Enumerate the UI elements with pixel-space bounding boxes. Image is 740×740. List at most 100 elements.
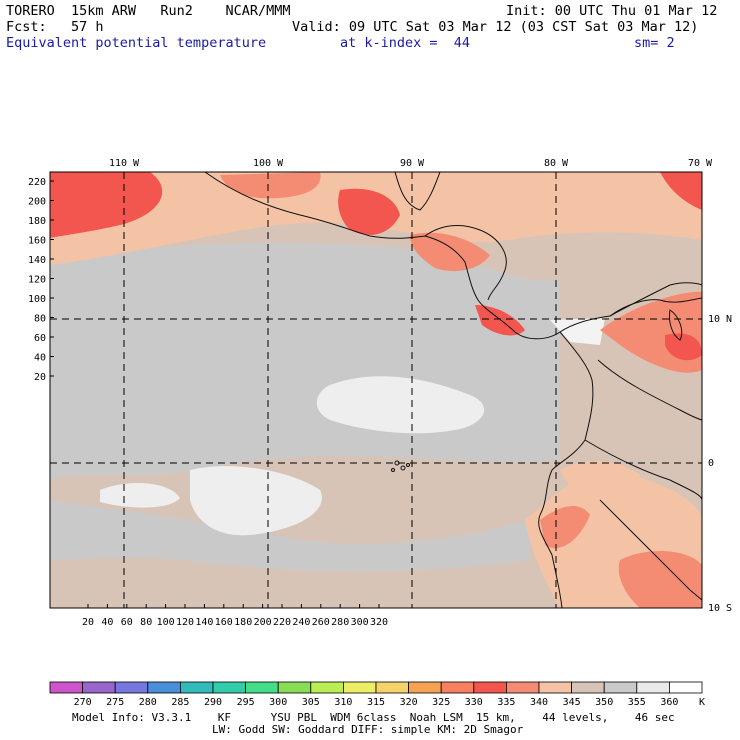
colorbar-label: 335 [497,697,515,708]
field-costa-rica [475,305,525,336]
colorbar-swatch [212,681,246,694]
x-tick-label: 300 [351,617,369,628]
border-ecuador-peru [584,439,702,501]
colorbar-swatch [49,681,83,694]
lat-labels: 10 N 0 10 S [708,314,732,614]
colorbar-label: 275 [106,697,124,708]
x-tick-label: 180 [234,617,252,628]
coastlines [204,172,702,608]
x-tick-label: 60 [121,617,133,628]
forecast-hour: Fcst: 57 h [6,19,104,35]
field-white-2 [190,466,322,536]
galapagos-island-3 [406,463,410,467]
colorbar-label: 300 [269,697,287,708]
x-tick-label: 120 [176,617,194,628]
valid-time: Valid: 09 UTC Sat 03 Mar 12 (03 CST Sat … [292,19,699,35]
colorbar-swatch [571,681,605,694]
field-white-4 [550,318,605,345]
colorbar-swatch [375,681,409,694]
colorbar-label: 280 [139,697,157,708]
x-tick-label: 200 [254,617,272,628]
lon-label-80w: 80 W [544,158,569,169]
colorbar-label: 360 [660,697,678,708]
field-ecuador [560,460,640,497]
x-tick-label: 140 [195,617,213,628]
model-title: TORERO 15km ARW Run2 NCAR/MMM [6,3,291,19]
colorbar-swatch [505,681,540,694]
colorbar-swatch [277,681,312,694]
x-tick-label: 260 [312,617,330,628]
galapagos [391,460,410,472]
lat-label-0: 0 [708,458,714,469]
field-hot-nw [50,172,163,238]
y-tick-label: 200 [28,197,46,208]
colorbar: 270 275 280 285 290 295 300 305 310 315 320 325 330 3… [49,681,705,708]
x-tick-label: 320 [370,617,388,628]
field-grey-south [50,500,530,572]
y-tick-label: 20 [34,372,46,383]
lon-label-110w: 110 W [109,158,140,169]
border-colombia [597,359,702,421]
colorbar-label: 315 [367,697,385,708]
colorbar-label: 320 [400,697,418,708]
galapagos-island-2 [400,465,406,471]
y-tick-label: 140 [28,255,46,266]
field-mexico [220,172,321,199]
border-peru-brazil [599,499,702,601]
map-frame [49,171,703,609]
coast-pacific [204,172,702,340]
coast-south-america [538,331,594,608]
colorbar-swatch [82,681,116,694]
colorbar-label: 350 [595,697,613,708]
map-field [50,172,702,608]
x-ticks: 20 40 60 80 100 120 140 160 180 200 220 240 260 280 30… [82,604,388,628]
y-tick-label: 60 [34,333,46,344]
colorbar-swatch [310,681,344,694]
colorbar-label: 340 [530,697,548,708]
colorbar-swatch [114,681,149,694]
field-grey-band [50,242,560,480]
colorbar-swatch [538,681,572,694]
y-tick-label: 160 [28,236,46,247]
x-tick-label: 100 [157,617,175,628]
graticule [50,172,702,608]
y-tick-label: 180 [28,216,46,227]
colorbar-label: 295 [237,697,255,708]
field-peru-hot [540,505,590,549]
colorbar-label: 345 [563,697,581,708]
lake-maracaibo [669,309,683,341]
field-honduras [410,232,490,272]
colorbar-swatch [408,681,442,694]
y-tick-label: 100 [28,294,46,305]
field-bolivia [618,550,702,608]
colorbar-swatch [245,681,279,694]
x-tick-label: 160 [215,617,233,628]
x-tick-label: 240 [292,617,310,628]
y-tick-label: 40 [34,353,46,364]
y-ticks: 220 200 180 160 140 120 100 80 60 40 20 [28,177,54,383]
model-info: Model Info: V3.3.1 KF YSU PBL WDM 6class… [72,711,675,724]
lon-label-100w: 100 W [253,158,284,169]
colorbar-label: 285 [171,697,189,708]
y-tick-label: 120 [28,275,46,286]
colorbar-swatch [342,681,377,694]
field-white-3 [100,483,180,508]
colorbar-label: 355 [628,697,646,708]
level-index: at k-index = 44 [340,35,471,51]
coast-yucatan [394,172,441,211]
field-hot-ne [660,172,702,210]
colorbar-label: 270 [74,697,92,708]
x-tick-label: 280 [331,617,349,628]
colorbar-label: 290 [204,697,222,708]
init-time: Init: 00 UTC Thu 01 Mar 12 [506,3,718,19]
field-venezuela-hot [665,333,702,361]
colorbar-swatch [147,681,181,694]
x-tick-label: 20 [82,617,94,628]
galapagos-island-4 [391,468,395,472]
x-tick-label: 40 [101,617,113,628]
colorbar-swatch [440,681,475,694]
lon-label-70w: 70 W [688,158,713,169]
colorbar-label: 330 [465,697,483,708]
colorbar-label: 325 [432,697,450,708]
